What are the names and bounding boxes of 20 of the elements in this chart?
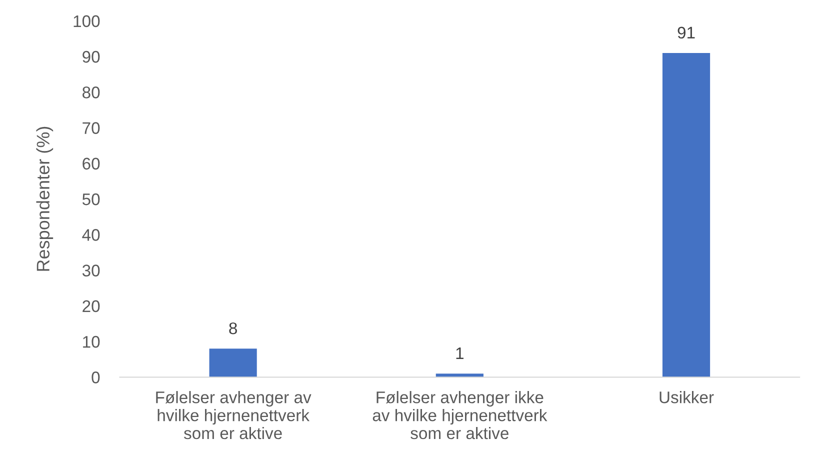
data-label: 8 bbox=[229, 322, 237, 334]
y-tick-label: 30 bbox=[82, 264, 100, 276]
data-label: 91 bbox=[678, 26, 695, 39]
x-tick-label: Følelser avhenger av hvilke hjernenettverk som er aktive bbox=[156, 391, 312, 440]
y-axis-title: Respondenter (%) bbox=[36, 126, 54, 271]
data-label: 1 bbox=[456, 348, 464, 360]
y-tick-label: 20 bbox=[82, 300, 100, 312]
y-tick-label: 0 bbox=[92, 372, 100, 384]
bar bbox=[209, 348, 257, 378]
y-tick-label: 60 bbox=[82, 158, 100, 170]
bar bbox=[662, 52, 710, 378]
y-tick-label: 100 bbox=[74, 15, 100, 28]
x-tick-label: Usikker bbox=[660, 391, 714, 404]
y-tick-label: 90 bbox=[82, 50, 100, 63]
y-tick-label: 70 bbox=[82, 122, 100, 134]
y-tick-label: 80 bbox=[82, 86, 100, 98]
y-tick-label: 10 bbox=[83, 336, 100, 348]
x-tick-label: Følelser avhenger ikke av hvilke hjernenettverk som er aktive bbox=[372, 391, 548, 440]
y-tick-label: 40 bbox=[82, 229, 100, 241]
y-tick-label: 50 bbox=[82, 193, 100, 206]
